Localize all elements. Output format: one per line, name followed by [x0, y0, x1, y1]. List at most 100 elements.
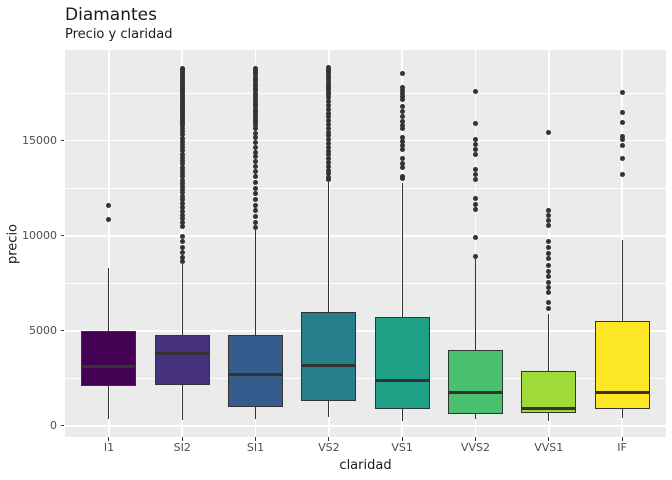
whisker-lower-VVS1 [548, 413, 550, 421]
outlier-point [399, 139, 405, 145]
x-tick-mark [108, 437, 110, 441]
outlier-point [179, 224, 185, 230]
outlier-point [253, 191, 259, 197]
outlier-point [399, 88, 405, 94]
gridline-major [65, 234, 666, 237]
x-tick-label: SI2 [173, 441, 191, 454]
y-tick-mark [60, 330, 64, 332]
outlier-point [399, 97, 405, 103]
outlier-point [253, 214, 259, 220]
outlier-point [326, 141, 332, 147]
chart-title: Diamantes [65, 5, 157, 25]
outlier-point [253, 202, 259, 208]
outlier-point [399, 114, 405, 120]
x-tick-mark [474, 437, 476, 441]
whisker-lower-VS2 [328, 400, 330, 418]
outlier-point [179, 201, 185, 207]
outlier-point [619, 110, 625, 116]
outlier-point [472, 167, 478, 173]
outlier-point [619, 133, 625, 139]
whisker-upper-VS1 [401, 183, 403, 317]
outlier-point [472, 201, 478, 207]
gridline-major [65, 424, 666, 427]
outlier-point [619, 119, 625, 125]
outlier-point [472, 141, 478, 147]
outlier-point [399, 71, 405, 77]
outlier-point [326, 171, 332, 177]
x-tick-mark [401, 437, 403, 441]
outlier-point [326, 110, 332, 116]
outlier-point [179, 174, 185, 180]
x-tick-label: VVS1 [534, 441, 564, 454]
outlier-point [179, 132, 185, 138]
outlier-point [253, 219, 259, 225]
outlier-point [546, 213, 552, 219]
gridline-major [65, 329, 666, 332]
outlier-point [179, 197, 185, 203]
outlier-point [179, 193, 185, 199]
outlier-point [179, 216, 185, 222]
outlier-point [619, 137, 625, 143]
outlier-point [253, 168, 259, 174]
outlier-point [546, 306, 552, 312]
outlier-point [326, 144, 332, 150]
gridline-minor [65, 187, 666, 189]
outlier-point [179, 183, 185, 189]
outlier-point [253, 135, 259, 141]
chart-subtitle: Precio y claridad [65, 27, 173, 42]
outlier-point [179, 205, 185, 211]
outlier-point [546, 279, 552, 285]
outlier-point [179, 161, 185, 167]
outlier-point [546, 273, 552, 279]
outlier-point [399, 91, 405, 97]
box-VVS2 [447, 349, 503, 414]
outlier-point [179, 122, 185, 128]
outlier-point [326, 114, 332, 120]
outlier-point [179, 212, 185, 218]
box-SI2 [154, 334, 210, 385]
whisker-upper-VVS1 [548, 313, 550, 372]
median-VVS2 [447, 391, 503, 395]
outlier-point [399, 126, 405, 132]
outlier-point [179, 125, 185, 131]
outlier-point [326, 91, 332, 97]
whisker-upper-I1 [108, 268, 110, 331]
outlier-point [253, 144, 259, 150]
box-VS1 [374, 316, 430, 410]
outlier-point [619, 89, 625, 95]
outlier-point [326, 129, 332, 135]
outlier-point [546, 223, 552, 229]
outlier-point [619, 171, 625, 177]
outlier-point [326, 177, 332, 183]
whisker-upper-SI2 [181, 264, 183, 335]
outlier-point [326, 95, 332, 101]
outlier-point [472, 207, 478, 213]
outlier-point [253, 140, 259, 146]
outlier-point [326, 167, 332, 173]
outlier-point [179, 234, 185, 240]
outlier-point [399, 85, 405, 91]
outlier-point [179, 220, 185, 226]
outlier-point [472, 172, 478, 178]
x-tick-mark [181, 437, 183, 441]
outlier-point [253, 122, 259, 128]
x-tick-label: IF [617, 441, 627, 454]
outlier-point [399, 94, 405, 100]
gridline-vertical [474, 50, 477, 437]
whisker-lower-SI2 [181, 384, 183, 420]
outlier-point [253, 149, 259, 155]
outlier-point [472, 120, 478, 126]
gridline-vertical [108, 50, 110, 437]
gridline-minor [65, 377, 666, 379]
outlier-point [253, 163, 259, 169]
outlier-point [326, 133, 332, 139]
x-tick-mark [255, 437, 257, 441]
outlier-point [546, 218, 552, 224]
median-VS1 [374, 378, 430, 382]
box-VVS1 [521, 371, 577, 414]
x-tick-label: VS2 [318, 441, 340, 454]
plot-panel [65, 50, 666, 437]
box-IF [594, 321, 650, 409]
x-tick-mark [548, 437, 550, 441]
outlier-point [179, 180, 185, 186]
